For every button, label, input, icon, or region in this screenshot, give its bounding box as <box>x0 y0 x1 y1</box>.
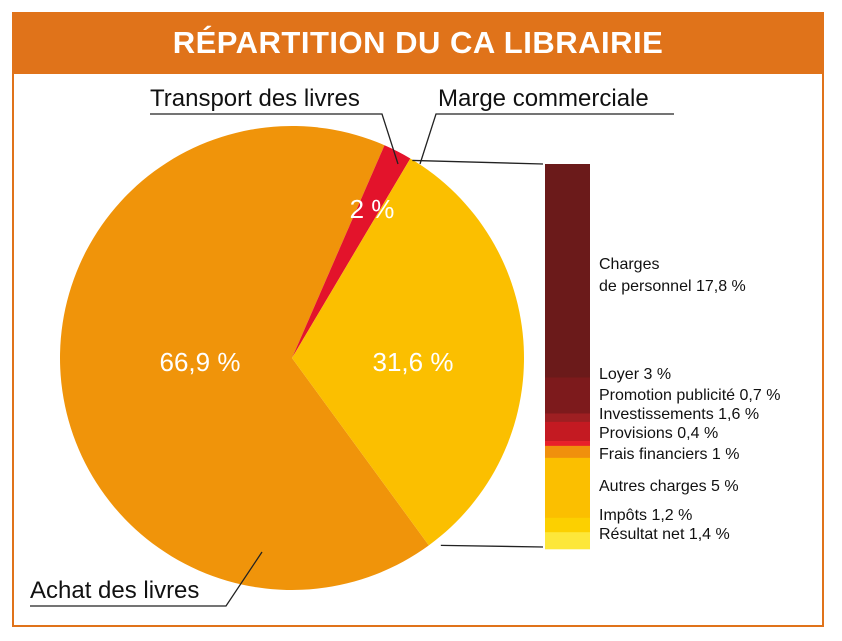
stack-segment-promotion-publicite-0-7 <box>545 413 590 423</box>
pct-label-marge-commerciale: 31,6 % <box>373 347 454 377</box>
connector-bottom <box>440 544 544 548</box>
stack-segment-loyer-3 <box>545 377 590 414</box>
stack-segment-resultat-net-1-4 <box>545 532 590 550</box>
chart-title: RÉPARTITION DU CA LIBRAIRIE <box>172 25 664 60</box>
stack-label-charges: Charges de personnel 17,8 % <box>599 256 746 295</box>
title-banner <box>12 12 824 74</box>
pie-slice-marge-commerciale <box>292 158 524 546</box>
pct-label-transport-des-livres: 2 % <box>350 194 395 224</box>
pie-slice-achat-des-livres <box>59 125 429 591</box>
leader-marge-commerciale <box>419 113 674 165</box>
stack-label-autres-charges-5: Autres charges 5 % <box>599 478 739 495</box>
stack-segment-investissements-1-6 <box>545 421 590 442</box>
stacked-bar-group <box>545 164 590 550</box>
callout-marge-commerciale: Marge commerciale <box>438 85 649 112</box>
connector-lines <box>30 113 674 607</box>
stack-segment-provisions-0-4 <box>545 441 590 447</box>
leader-achat-des-livres <box>30 551 263 607</box>
stack-label-provisions-0-4: Provisions 0,4 % <box>599 425 718 442</box>
stack-segment-impots-1-2 <box>545 517 590 533</box>
pct-label-achat-des-livres: 66,9 % <box>160 347 241 377</box>
stack-label-loyer-3: Loyer 3 % <box>599 366 671 383</box>
pie-group <box>59 125 524 591</box>
stack-label-resultat-net-1-4: Résultat net 1,4 % <box>599 526 730 543</box>
pie-slice-transport-des-livres <box>292 145 411 358</box>
callout-achat-des-livres: Achat des livres <box>30 577 199 604</box>
stack-segment-frais-financiers-1 <box>545 445 590 459</box>
stack-label-impots-1-2: Impôts 1,2 % <box>599 507 692 524</box>
stack-label-frais-financiers-1: Frais financiers 1 % <box>599 446 740 463</box>
stack-segment-autres-charges-5 <box>545 457 590 519</box>
stack-label-promotion-publicite-0-7: Promotion publicité 0,7 % <box>599 387 780 404</box>
callout-transport-des-livres: Transport des livres <box>150 85 360 112</box>
stack-segment-charges <box>545 164 590 378</box>
connector-top <box>412 159 544 165</box>
stack-label-investissements-1-6: Investissements 1,6 % <box>599 406 759 423</box>
leader-transport-des-livres <box>150 113 399 165</box>
chart-labels: Charges de personnel 17,8 % Loyer 3 % Promo… <box>30 85 780 604</box>
